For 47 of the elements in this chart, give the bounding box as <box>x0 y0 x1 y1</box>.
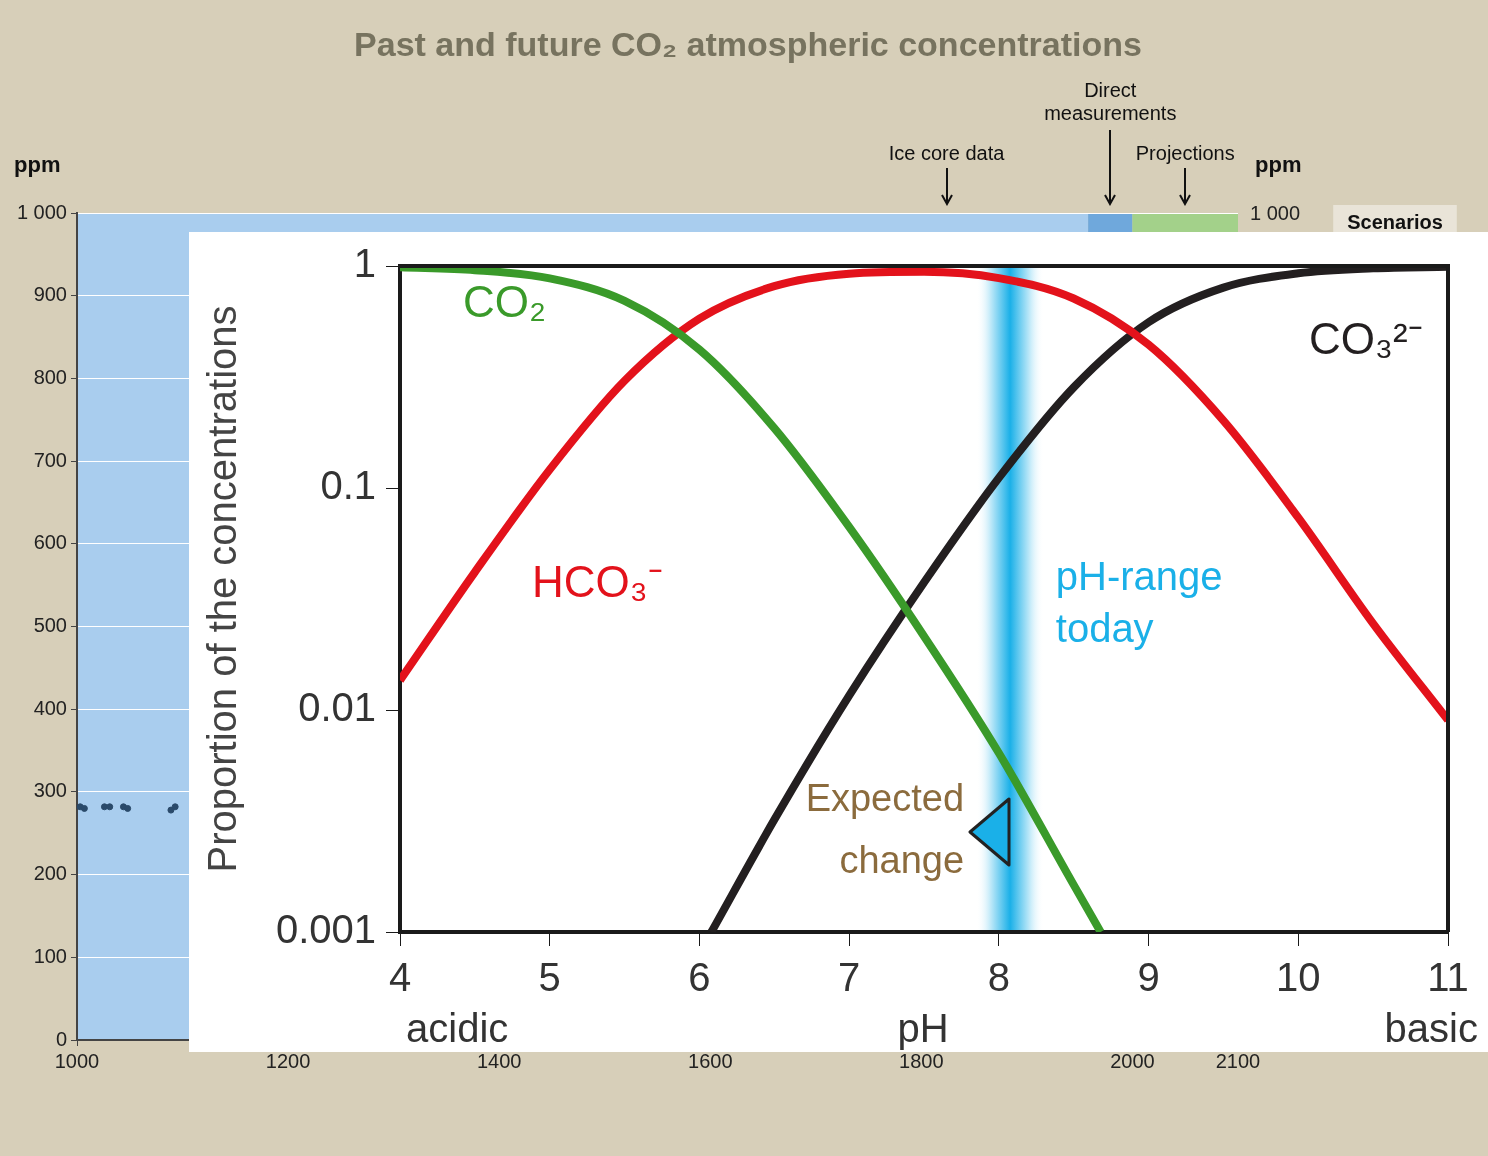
chart-title: Past and future CO₂ atmospheric concentrations <box>354 25 1142 63</box>
x-tick-label: 8 <box>987 955 1010 1000</box>
x-tick-label: 1600 <box>688 1049 733 1072</box>
x-tick-label: 11 <box>1427 955 1469 1000</box>
series-label: CO₂ <box>463 277 547 327</box>
band-label: pH-range today <box>1055 554 1223 651</box>
x-tick-label: 7 <box>838 955 861 1000</box>
series-label: HCO₃⁻ <box>532 557 663 607</box>
y-tick-label: 900 <box>33 283 67 306</box>
x-tick-label: 6 <box>688 955 711 1000</box>
series-label: CO₃²⁻ <box>1309 314 1423 364</box>
y-tick-label: 0.01 <box>298 685 376 730</box>
x-tick-label: 1800 <box>899 1049 944 1072</box>
y-tick-label: 700 <box>33 448 67 471</box>
text: ppm <box>1255 152 1302 177</box>
x-tick-label: 10 <box>1276 955 1321 1000</box>
y-tick-label: 600 <box>33 531 67 554</box>
y-axis-title: ppm <box>14 152 61 177</box>
y-tick-label: 800 <box>33 365 67 388</box>
band-label: Ice core data <box>888 142 1006 164</box>
text: 1 000 <box>1250 202 1301 224</box>
y-tick-label: 500 <box>33 614 67 637</box>
x-tick-label: 9 <box>1137 955 1160 1000</box>
y-tick-label: 1 <box>353 241 376 286</box>
annotation: acidic <box>406 1006 509 1050</box>
y-tick-label: 200 <box>33 862 67 885</box>
band-label: Direct measurements <box>1044 79 1177 124</box>
text: Scenarios <box>1347 211 1443 233</box>
x-tick-label: 2000 <box>1110 1049 1155 1072</box>
annotation: Expected change <box>805 777 965 882</box>
x-tick-label: 1000 <box>54 1049 100 1072</box>
text: basic <box>1384 1006 1478 1050</box>
x-tick-label: 1400 <box>476 1049 522 1072</box>
y-tick-label: 400 <box>33 696 67 719</box>
x-tick-label: 4 <box>388 955 412 1000</box>
y-tick-label: 100 <box>33 944 67 967</box>
y-tick-label: 300 <box>33 779 67 802</box>
x-axis-title: pH <box>897 1006 949 1050</box>
x-tick-label: 5 <box>538 955 561 1000</box>
x-tick-label: 1200 <box>265 1049 311 1072</box>
x-tick-label: 2100 <box>1215 1049 1261 1072</box>
y-tick-label: 1 000 <box>16 200 67 223</box>
band-label: Projections <box>1135 142 1235 164</box>
y-tick-label: 0 <box>55 1027 67 1050</box>
y-tick-label: 0.1 <box>320 463 376 508</box>
y-tick-label: 0.001 <box>275 907 376 952</box>
y-axis-title: Proportion of the concentrations <box>200 305 245 873</box>
